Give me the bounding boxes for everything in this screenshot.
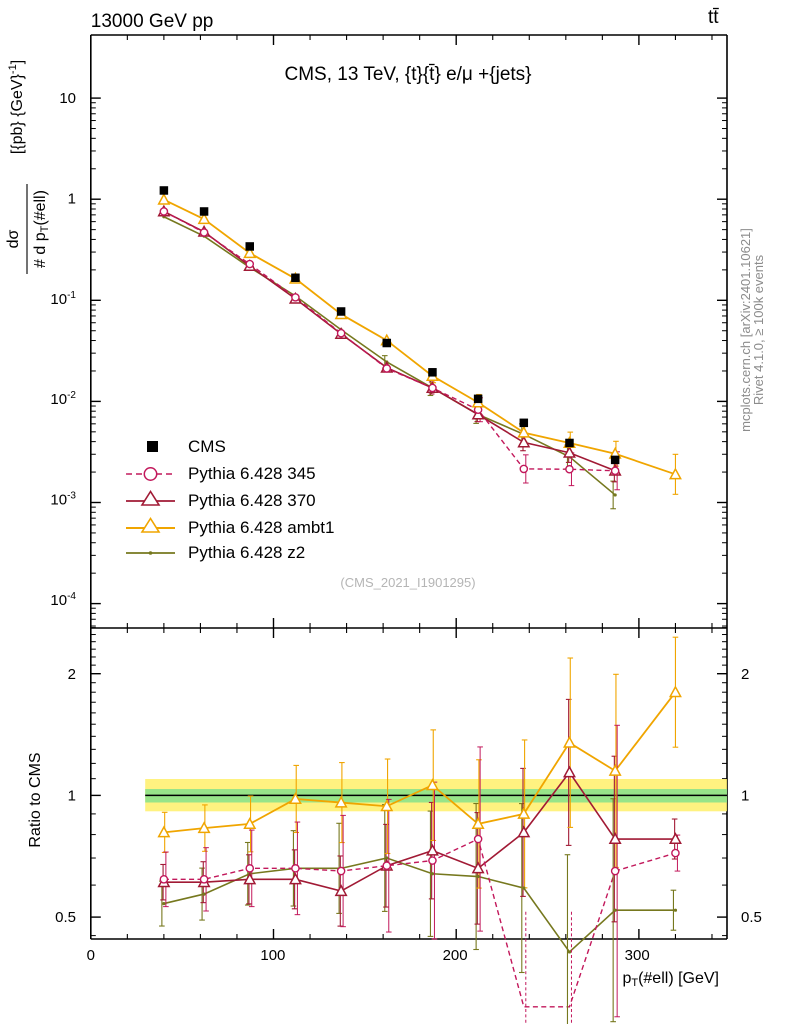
svg-text:1: 1 [741, 787, 749, 804]
svg-text:300: 300 [625, 947, 650, 964]
svg-text:13000 GeV pp: 13000 GeV pp [91, 11, 214, 32]
svg-text:2: 2 [68, 666, 76, 683]
svg-text:0.5: 0.5 [55, 909, 76, 926]
svg-text:0: 0 [87, 947, 95, 964]
svg-text:1: 1 [68, 787, 76, 804]
svg-text:Pythia 6.428 345: Pythia 6.428 345 [188, 464, 316, 483]
svg-text:10: 10 [59, 90, 76, 107]
svg-text:tt: tt [708, 7, 719, 28]
svg-text:mcplots.cern.ch [arXiv:2401.10: mcplots.cern.ch [arXiv:2401.10621] [738, 228, 753, 432]
svg-text:CMS: CMS [188, 437, 226, 456]
svg-text:Pythia 6.428 ambt1: Pythia 6.428 ambt1 [188, 518, 334, 537]
svg-text:Pythia 6.428 370: Pythia 6.428 370 [188, 491, 316, 510]
svg-text:2: 2 [741, 666, 749, 683]
svg-text:(CMS_2021_I1901295): (CMS_2021_I1901295) [340, 575, 475, 590]
svg-text:1: 1 [68, 190, 76, 207]
svg-text:dσ: dσ [5, 229, 22, 248]
svg-text:CMS, 13 TeV, {t}{t} e/μ +{jets: CMS, 13 TeV, {t}{t} e/μ +{jets} [284, 64, 531, 85]
svg-text:Rivet 4.1.0, ≥ 100k events: Rivet 4.1.0, ≥ 100k events [751, 254, 766, 405]
svg-text:0.5: 0.5 [741, 909, 762, 926]
svg-text:Pythia 6.428 z2: Pythia 6.428 z2 [188, 543, 305, 562]
svg-text:200: 200 [443, 947, 468, 964]
svg-text:100: 100 [260, 947, 285, 964]
svg-text:Ratio to CMS: Ratio to CMS [27, 752, 44, 847]
